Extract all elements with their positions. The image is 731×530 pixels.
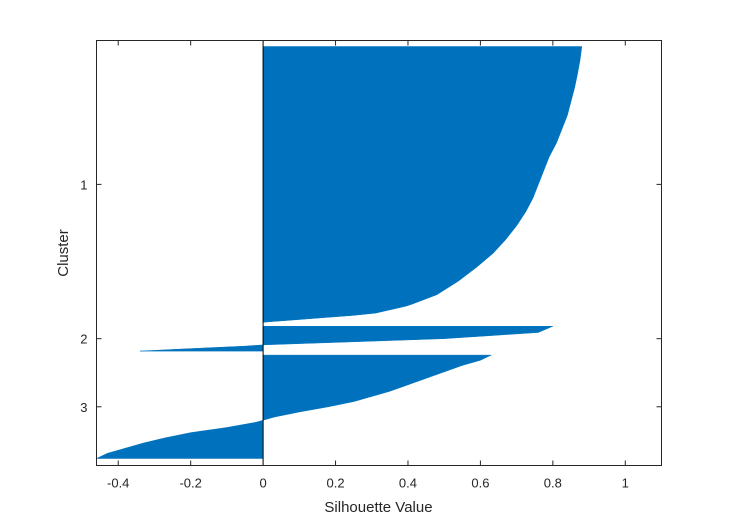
x-tick-label-1: 1 (622, 476, 629, 491)
x-tick-label--0.4: -0.4 (107, 476, 129, 491)
cluster-3-silhouette-bar (96, 354, 492, 459)
x-tick-label-0.8: 0.8 (544, 476, 562, 491)
cluster-2-silhouette-bar (139, 326, 553, 352)
x-axis-ticks: -0.4 -0.2 0 0.2 0.4 0.6 0.8 1 (107, 40, 629, 491)
plot-area-box (96, 40, 662, 466)
y-axis-label: Cluster (55, 229, 72, 277)
x-tick-label--0.2: -0.2 (179, 476, 201, 491)
x-tick-label-0: 0 (259, 476, 266, 491)
y-tick-label-2: 2 (80, 332, 87, 347)
y-tick-label-3: 3 (80, 400, 87, 415)
x-tick-label-0.4: 0.4 (399, 476, 417, 491)
x-axis-label: Silhouette Value (324, 499, 432, 516)
y-axis-ticks: 1 2 3 (80, 177, 662, 415)
x-tick-label-0.2: 0.2 (326, 476, 344, 491)
cluster-1-silhouette-bar (262, 46, 583, 323)
x-tick-label-0.6: 0.6 (471, 476, 489, 491)
y-tick-label-1: 1 (80, 177, 87, 192)
cluster-bars (96, 46, 583, 459)
